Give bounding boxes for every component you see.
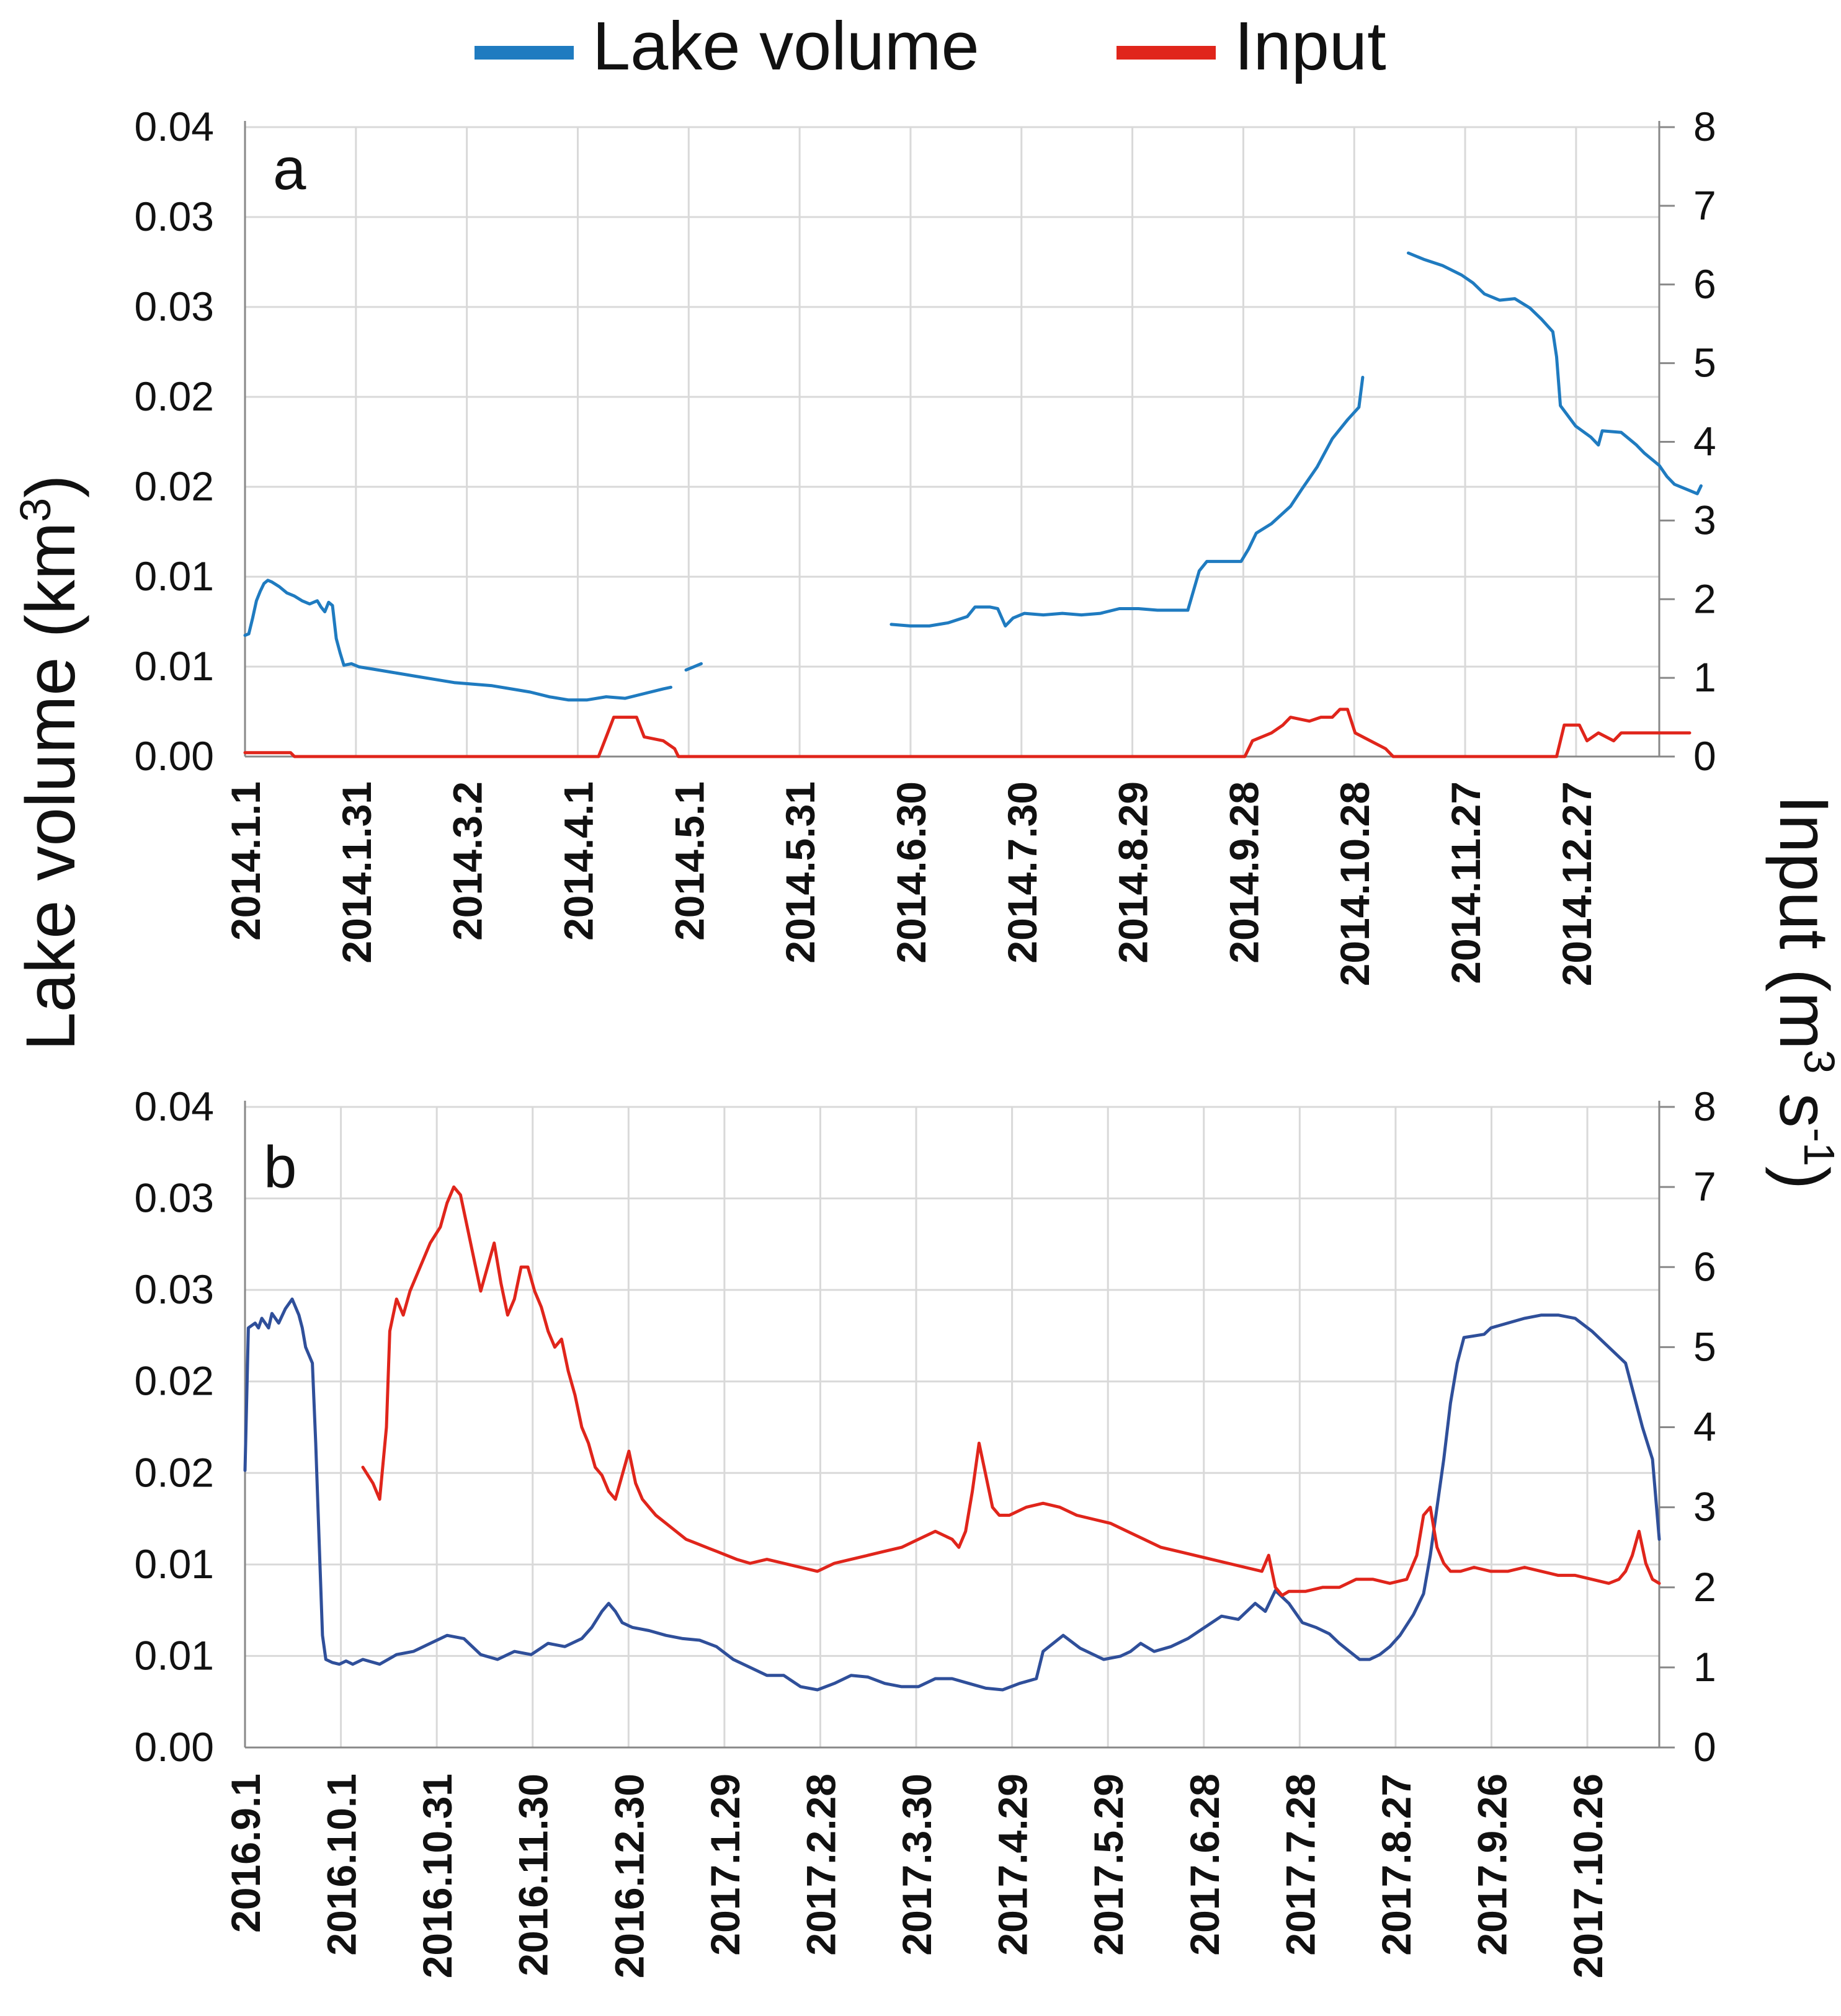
y-right-tick-label: 4 bbox=[1693, 419, 1716, 464]
legend-label-lake-volume: Lake volume bbox=[592, 8, 979, 84]
y-left-tick-label: 0.01 bbox=[135, 1541, 214, 1587]
x-tick-label: 2017.9.26 bbox=[1469, 1774, 1515, 1956]
y-left-tick-label: 0.03 bbox=[135, 193, 214, 239]
y-axis-title-right-text: Input (m bbox=[1765, 795, 1841, 1050]
y-left-tick-label: 0.04 bbox=[135, 1083, 214, 1129]
x-tick-label: 2017.7.28 bbox=[1277, 1774, 1323, 1956]
y-right-tick-label: 6 bbox=[1693, 1243, 1716, 1289]
y-left-tick-label: 0.03 bbox=[135, 1175, 214, 1221]
y-left-tick-label: 0.01 bbox=[135, 643, 214, 689]
x-tick-label: 2014.12.27 bbox=[1554, 781, 1600, 986]
x-tick-label: 2016.11.30 bbox=[510, 1774, 556, 1976]
y-right-tick-label: 1 bbox=[1693, 654, 1716, 700]
y-left-tick-label: 0.01 bbox=[135, 1632, 214, 1678]
x-tick-label: 2016.9.1 bbox=[223, 1774, 269, 1933]
series-line-lake-volume bbox=[243, 1297, 1661, 1692]
y-left-tick-label: 0.00 bbox=[135, 1724, 214, 1770]
y-left-tick-label: 0.02 bbox=[135, 463, 214, 509]
x-tick-label: 2014.10.28 bbox=[1332, 781, 1378, 986]
y-right-tick-label: 1 bbox=[1693, 1644, 1716, 1690]
x-tick-label: 2014.1.1 bbox=[223, 781, 269, 941]
x-tick-label: 2017.2.28 bbox=[798, 1774, 844, 1956]
x-tick-label: 2014.4.1 bbox=[555, 781, 601, 941]
x-tick-label: 2017.8.27 bbox=[1373, 1774, 1419, 1956]
x-tick-label: 2017.6.28 bbox=[1182, 1774, 1228, 1956]
y-right-tick-label: 7 bbox=[1693, 1163, 1716, 1209]
x-tick-label: 2017.10.26 bbox=[1565, 1774, 1611, 1978]
series-line-input bbox=[243, 708, 1692, 758]
panel-a: 0.00 0.01 0.01 0.02 0.02 0.03 0.03 0.04 0 1 2 3 4 5 6 7… bbox=[135, 104, 1716, 986]
y-right-tick-label: 3 bbox=[1693, 1484, 1716, 1530]
x-tick-label: 2017.4.29 bbox=[990, 1774, 1036, 1956]
y-axis-title-right-sup1: 3 bbox=[1795, 1050, 1841, 1074]
y-axis-title-right-close: ) bbox=[1765, 1166, 1841, 1189]
x-tick-label: 2014.3.2 bbox=[445, 781, 491, 941]
y-axis-title-left-close: ) bbox=[12, 475, 89, 498]
y-left-tick-label: 0.00 bbox=[135, 733, 214, 779]
panel-label: b bbox=[264, 1134, 296, 1201]
series-line-input bbox=[361, 1185, 1661, 1597]
legend: Lake volume Input bbox=[475, 8, 1386, 84]
y-left-tick-label: 0.01 bbox=[135, 553, 214, 599]
series-line-lake-volume bbox=[684, 662, 703, 672]
y-right-tick-label: 5 bbox=[1693, 340, 1716, 386]
y-left-tick-label: 0.03 bbox=[135, 1266, 214, 1312]
x-tick-label: 2014.5.1 bbox=[666, 781, 712, 941]
y-right-tick-label: 4 bbox=[1693, 1404, 1716, 1450]
x-tick-label: 2017.3.30 bbox=[894, 1774, 940, 1956]
y-right-tick-label: 6 bbox=[1693, 261, 1716, 307]
x-tick-label: 2016.10.1 bbox=[319, 1774, 365, 1956]
y-right-tick-label: 2 bbox=[1693, 575, 1716, 621]
y-left-tick-label: 0.04 bbox=[135, 104, 214, 149]
y-axis-title-right: Input (m3 s-1) bbox=[1765, 795, 1841, 1189]
y-right-tick-label: 8 bbox=[1693, 104, 1716, 149]
x-tick-label: 2017.5.29 bbox=[1085, 1774, 1131, 1956]
y-axis-title-right-sup2: -1 bbox=[1795, 1128, 1841, 1166]
x-tick-label: 2017.1.29 bbox=[702, 1774, 748, 1956]
series-line-lake-volume bbox=[1407, 251, 1703, 495]
x-tick-label: 2014.7.30 bbox=[999, 781, 1045, 964]
y-right-tick-label: 0 bbox=[1693, 733, 1716, 779]
y-left-tick-label: 0.02 bbox=[135, 1449, 214, 1495]
panel-label: a bbox=[273, 136, 306, 202]
x-tick-label: 2014.5.31 bbox=[777, 781, 823, 964]
y-axis-title-right-mid: s bbox=[1765, 1074, 1841, 1128]
y-axis-title-left-sup: 3 bbox=[11, 498, 60, 522]
y-left-tick-label: 0.02 bbox=[135, 373, 214, 419]
x-tick-label: 2014.8.29 bbox=[1110, 781, 1156, 964]
y-right-tick-label: 0 bbox=[1693, 1724, 1716, 1770]
y-left-tick-label: 0.03 bbox=[135, 283, 214, 329]
x-tick-label: 2014.9.28 bbox=[1221, 781, 1267, 964]
y-right-tick-label: 5 bbox=[1693, 1323, 1716, 1369]
y-axis-title-left: Lake volume (km3) bbox=[11, 475, 89, 1051]
y-right-tick-label: 3 bbox=[1693, 497, 1716, 543]
x-tick-label: 2014.11.27 bbox=[1443, 781, 1489, 984]
y-right-tick-label: 2 bbox=[1693, 1564, 1716, 1610]
y-axis-title-left-text: Lake volume (km bbox=[12, 522, 89, 1051]
panel-b: 0.00 0.01 0.01 0.02 0.02 0.03 0.03 0.04 0 1 2 3 4 5 6 7… bbox=[135, 1083, 1716, 1978]
x-tick-label: 2016.12.30 bbox=[606, 1774, 652, 1978]
x-tick-label: 2014.6.30 bbox=[888, 781, 934, 964]
legend-label-input: Input bbox=[1234, 8, 1386, 84]
y-left-tick-label: 0.02 bbox=[135, 1358, 214, 1404]
x-tick-label: 2014.1.31 bbox=[334, 781, 380, 964]
y-right-tick-label: 8 bbox=[1693, 1083, 1716, 1129]
series-line-lake-volume bbox=[243, 579, 672, 702]
series-line-lake-volume bbox=[889, 376, 1365, 628]
x-tick-label: 2016.10.31 bbox=[414, 1774, 460, 1978]
y-right-tick-label: 7 bbox=[1693, 182, 1716, 228]
